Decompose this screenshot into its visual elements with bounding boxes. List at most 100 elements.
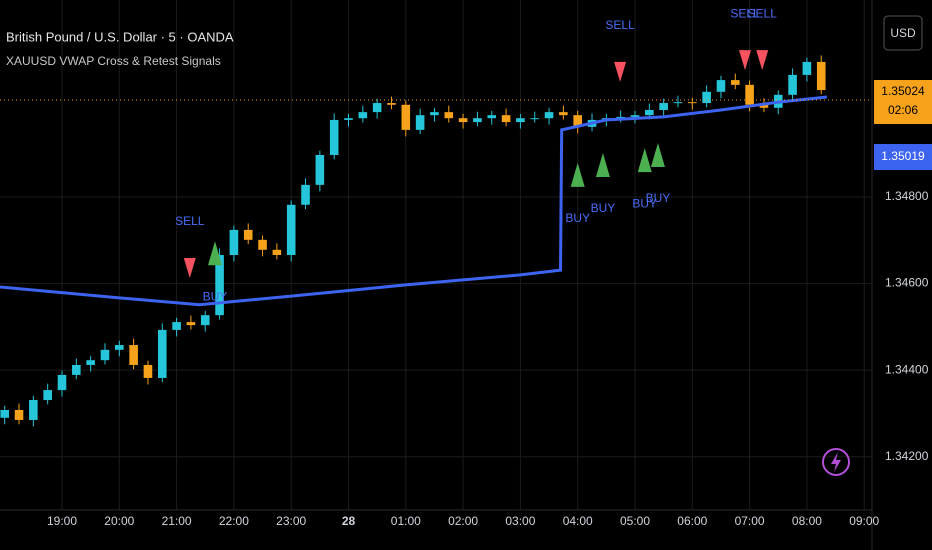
candle-body <box>616 116 625 119</box>
candle-body <box>129 345 138 365</box>
buy-signal <box>207 241 222 266</box>
candle-body <box>329 119 339 155</box>
candle-body <box>788 74 797 95</box>
x-tick-label: 06:00 <box>677 514 707 528</box>
candle-body <box>272 249 282 255</box>
x-tick-label: 28 <box>342 514 356 528</box>
lightning-icon[interactable] <box>822 448 850 476</box>
x-tick-label: 22:00 <box>219 514 249 528</box>
candle-body <box>387 103 396 105</box>
y-tick-label: 1.34800 <box>885 189 929 203</box>
candle-body <box>229 229 239 255</box>
candle-body <box>688 102 697 104</box>
x-tick-label: 08:00 <box>792 514 822 528</box>
candle-body <box>215 255 224 316</box>
candle-body <box>544 112 554 119</box>
candle-body <box>57 374 67 391</box>
candle-body <box>630 115 640 117</box>
candle-body <box>100 349 110 361</box>
indicator-name: XAUUSD VWAP Cross & Retest Signals <box>6 54 221 68</box>
x-tick-label: 07:00 <box>735 514 765 528</box>
signal-label: SELL <box>605 18 635 32</box>
signal-label: BUY <box>565 211 590 225</box>
candle-body <box>487 115 497 119</box>
countdown-label: 02:06 <box>888 103 918 117</box>
candle-body <box>157 329 167 378</box>
x-tick-label: 02:00 <box>448 514 478 528</box>
signal-label: SELL <box>175 214 205 228</box>
signal-label: BUY <box>591 201 616 215</box>
currency-label: USD <box>890 26 916 40</box>
candle-body <box>243 229 253 240</box>
icon-circle <box>822 448 850 476</box>
candle-body <box>86 360 95 365</box>
sell-signal <box>739 50 752 71</box>
candle-body <box>200 315 210 326</box>
candle-body <box>415 115 425 130</box>
signal-label: BUY <box>632 196 657 210</box>
x-tick-label: 09:00 <box>849 514 879 528</box>
candle-body <box>659 103 668 110</box>
y-tick-label: 1.34200 <box>885 449 929 463</box>
candle-body <box>702 91 711 104</box>
buy-signal <box>650 142 665 167</box>
vwap-price-box <box>874 144 932 171</box>
candle-body <box>745 84 754 105</box>
x-tick-label: 21:00 <box>162 514 192 528</box>
x-tick-label: 01:00 <box>391 514 421 528</box>
signal-label: SELL <box>748 6 778 20</box>
candle-body <box>458 118 468 123</box>
chart-title: British Pound / U.S. Dollar · 5 · OANDA <box>6 29 234 44</box>
x-tick-label: 20:00 <box>104 514 134 528</box>
sell-signal <box>614 61 627 82</box>
candle-body <box>802 61 812 75</box>
icon-bolt <box>831 452 841 472</box>
last-price-box <box>874 80 932 125</box>
candle-body <box>286 204 296 255</box>
axes: 19:00 20:00 21:00 22:00 23:00 28 01:00 02:00 03:… <box>47 80 932 528</box>
candle-body <box>401 104 411 130</box>
signal-label: BUY <box>203 289 228 303</box>
x-tick-label: 23:00 <box>276 514 306 528</box>
x-tick-label: 03:00 <box>505 514 535 528</box>
candle-body <box>115 345 124 350</box>
vwap-price-label: 1.35019 <box>881 149 925 163</box>
x-tick-label: 04:00 <box>563 514 593 528</box>
sell-signal <box>756 50 769 71</box>
buy-signal <box>637 148 652 173</box>
candle-body <box>759 104 769 108</box>
x-tick-label: 19:00 <box>47 514 77 528</box>
grid <box>0 0 872 510</box>
candle-body <box>344 118 353 120</box>
candle-body <box>645 109 654 116</box>
candle-body <box>358 112 368 119</box>
candle-body <box>14 409 24 420</box>
candle-body <box>730 80 740 85</box>
x-tick-label: 05:00 <box>620 514 650 528</box>
candle-body <box>258 239 267 250</box>
candle-body <box>172 322 181 330</box>
candle-body <box>72 364 81 375</box>
candle-body <box>0 409 9 418</box>
candle-body <box>301 184 310 205</box>
candle-body <box>530 118 540 120</box>
candle-body <box>559 112 568 116</box>
buy-signal <box>570 162 585 187</box>
y-tick-label: 1.34400 <box>885 362 929 376</box>
candle-body <box>43 390 52 401</box>
signal-label: SELL <box>730 6 760 20</box>
signal-label: BUY <box>646 191 671 205</box>
candle-body <box>430 112 439 116</box>
candle-body <box>186 322 196 326</box>
candle-body <box>573 115 583 127</box>
buy-signal <box>595 152 610 177</box>
candle-body <box>315 154 325 185</box>
currency-button[interactable] <box>883 15 923 51</box>
candle-body <box>29 400 38 420</box>
candle-body <box>673 102 683 104</box>
last-price-label: 1.35024 <box>881 84 925 98</box>
candle-body <box>372 103 382 113</box>
